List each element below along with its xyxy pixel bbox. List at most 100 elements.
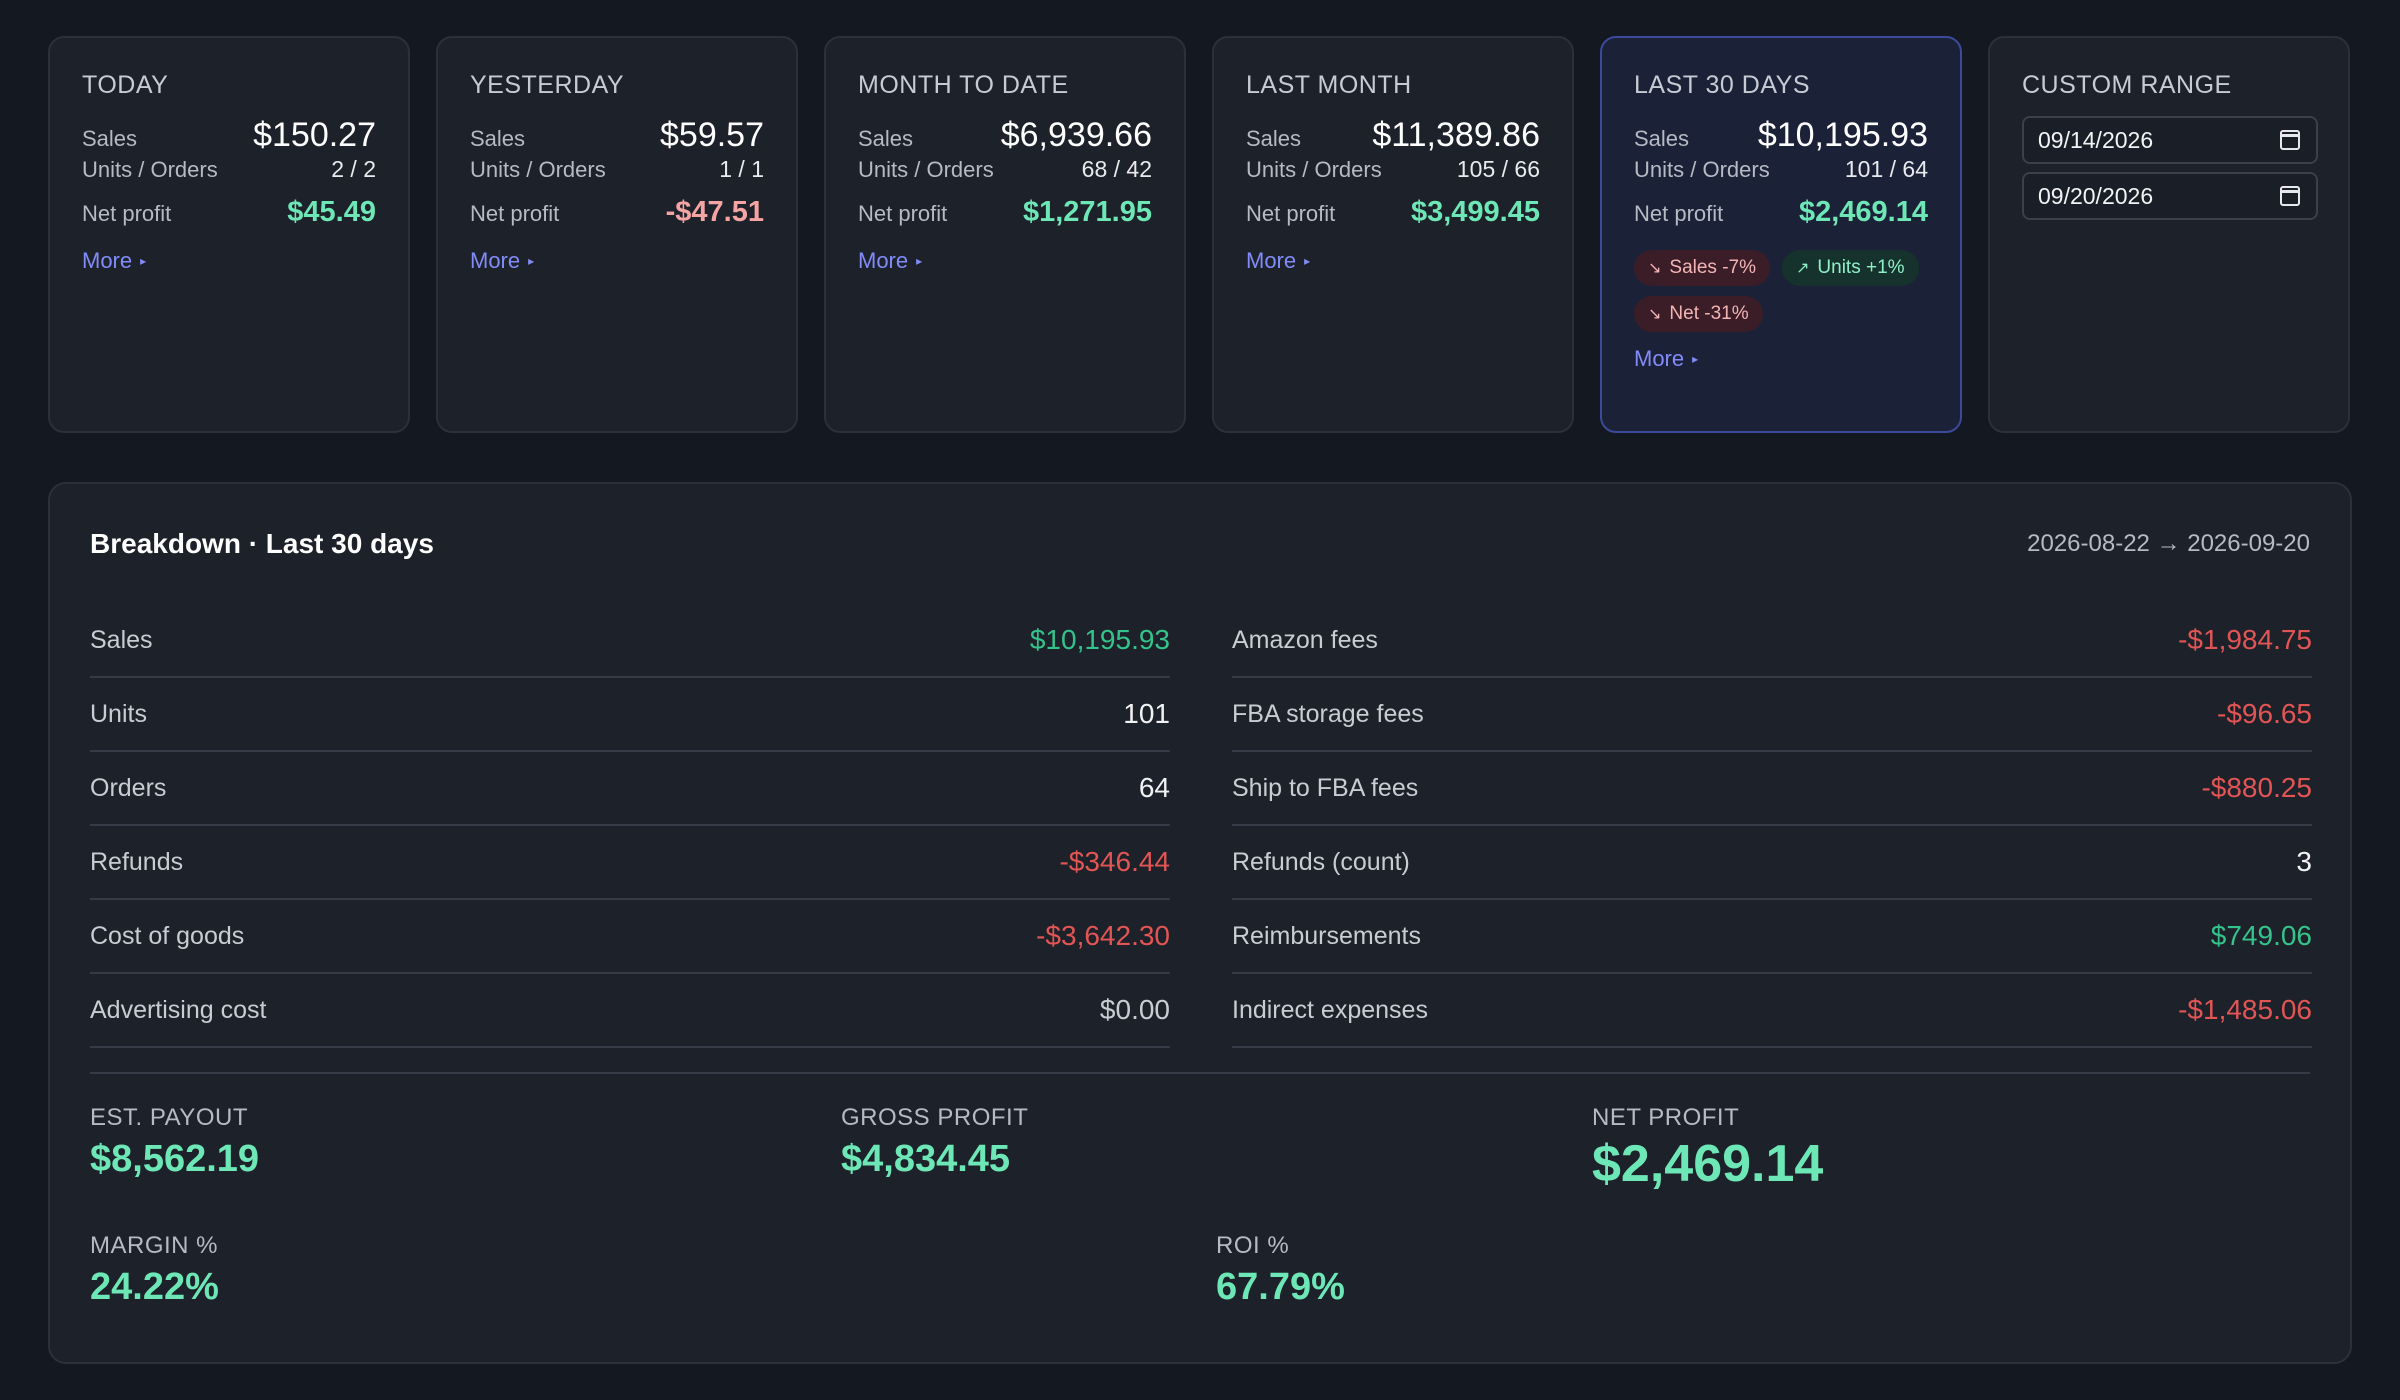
more-link[interactable]: More ▸ — [1634, 346, 1698, 372]
net-profit-row: Net profit $3,499.45 — [1246, 196, 1540, 240]
net-profit-label: Net profit — [82, 201, 172, 226]
breakdown-title: Breakdown · Last 30 days — [90, 528, 434, 559]
net-profit-value: $3,499.45 — [1410, 196, 1540, 228]
sales-value: $11,389.86 — [1372, 116, 1540, 154]
more-label: More — [1246, 248, 1297, 273]
units-orders-value: 101 / 64 — [1844, 156, 1928, 182]
breakdown-panel: Breakdown · Last 30 days 2026-08-22 → 20… — [48, 482, 2352, 1364]
breakdown-label: Units — [90, 699, 147, 728]
breakdown-row: Cost of goods -$3,642.30 — [90, 900, 1170, 974]
breakdown-value: $749.06 — [2210, 920, 2312, 951]
breakdown-row: Indirect expenses -$1,485.06 — [1232, 974, 2312, 1048]
card-title: CUSTOM RANGE — [2022, 71, 2232, 99]
card-last-month[interactable]: LAST MONTH Sales $11,389.86 Units / Orde… — [1212, 36, 1574, 433]
net-profit-label: Net profit — [1634, 201, 1724, 226]
breakdown-label: Refunds — [90, 847, 184, 876]
units-orders-label: Units / Orders — [1634, 157, 1770, 182]
breakdown-row: Sales $10,195.93 — [90, 604, 1170, 678]
est-payout-value: $8,562.19 — [90, 1138, 260, 1180]
gross-profit-label: GROSS PROFIT — [841, 1104, 1029, 1131]
gross-profit-value: $4,834.45 — [841, 1138, 1011, 1180]
more-label: More — [470, 248, 521, 273]
breakdown-row: Reimbursements $749.06 — [1232, 900, 2312, 974]
more-link[interactable]: More ▸ — [82, 248, 146, 274]
units-orders-value: 68 / 42 — [1081, 156, 1152, 182]
card-yesterday[interactable]: YESTERDAY Sales $59.57 Units / Orders 1 … — [436, 36, 798, 433]
end-date-input[interactable]: 09/20/2026 — [2022, 172, 2318, 220]
net-profit-label: Net profit — [470, 201, 560, 226]
net-profit-value: $45.49 — [287, 196, 376, 228]
sales-value: $150.27 — [253, 116, 376, 154]
card-title: LAST 30 DAYS — [1634, 71, 1810, 99]
caret-right-icon: ▸ — [916, 254, 923, 268]
trend-chip-units: ↗ Units +1% — [1782, 250, 1919, 286]
card-last-30-days[interactable]: LAST 30 DAYS Sales $10,195.93 Units / Or… — [1600, 36, 1962, 433]
breakdown-right-column: Amazon fees -$1,984.75 FBA storage fees … — [1232, 604, 2312, 1048]
breakdown-left-column: Sales $10,195.93 Units 101 Orders 64 Ref… — [90, 604, 1170, 1048]
sales-row: Sales $6,939.66 — [858, 116, 1152, 156]
end-date-value: 09/20/2026 — [2038, 182, 2154, 209]
net-profit-row: Net profit $45.49 — [82, 196, 376, 240]
arrow-up-right-icon: ↗ — [1796, 260, 1810, 277]
net-profit-value: $1,271.95 — [1022, 196, 1152, 228]
more-label: More — [858, 248, 909, 273]
net-profit-value: $2,469.14 — [1798, 196, 1928, 228]
breakdown-row: Refunds -$346.44 — [90, 826, 1170, 900]
more-link[interactable]: More ▸ — [470, 248, 534, 274]
sales-row: Sales $10,195.93 — [1634, 116, 1928, 156]
breakdown-label: FBA storage fees — [1232, 699, 1424, 728]
units-orders-row: Units / Orders 2 / 2 — [82, 156, 376, 196]
breakdown-label: Ship to FBA fees — [1232, 773, 1419, 802]
breakdown-label: Reimbursements — [1232, 921, 1421, 950]
breakdown-value: -$346.44 — [1059, 846, 1170, 877]
sales-row: Sales $11,389.86 — [1246, 116, 1540, 156]
breakdown-row: Ship to FBA fees -$880.25 — [1232, 752, 2312, 826]
sales-label: Sales — [470, 126, 526, 151]
net-profit-label: Net profit — [858, 201, 948, 226]
net-profit-label: NET PROFIT — [1592, 1104, 1740, 1131]
card-month-to-date[interactable]: MONTH TO DATE Sales $6,939.66 Units / Or… — [824, 36, 1186, 433]
caret-right-icon: ▸ — [528, 254, 535, 268]
sales-row: Sales $59.57 — [470, 116, 764, 156]
roi-label: ROI % — [1216, 1232, 1290, 1259]
breakdown-value: -$3,642.30 — [1036, 920, 1170, 951]
more-link[interactable]: More ▸ — [1246, 248, 1310, 274]
breakdown-value: -$1,485.06 — [2178, 994, 2312, 1025]
card-custom-range: CUSTOM RANGE 09/14/2026 09/20/2026 — [1988, 36, 2350, 433]
net-profit-stat: NET PROFIT $2,469.14 — [1592, 1104, 1823, 1194]
card-today[interactable]: TODAY Sales $150.27 Units / Orders 2 / 2… — [48, 36, 410, 433]
breakdown-value: 64 — [1138, 772, 1170, 803]
margin-label: MARGIN % — [90, 1232, 219, 1259]
roi-value: 67.79% — [1216, 1266, 1345, 1308]
caret-right-icon: ▸ — [1304, 254, 1311, 268]
breakdown-row: Units 101 — [90, 678, 1170, 752]
trend-chip-label: Sales -7% — [1669, 257, 1757, 278]
card-title: MONTH TO DATE — [858, 71, 1069, 99]
units-orders-row: Units / Orders 101 / 64 — [1634, 156, 1928, 196]
net-profit-label: Net profit — [1246, 201, 1336, 226]
breakdown-value: 3 — [2296, 846, 2312, 877]
gross-profit-stat: GROSS PROFIT $4,834.45 — [841, 1104, 1028, 1181]
sales-label: Sales — [1634, 126, 1690, 151]
calendar-icon[interactable] — [2280, 130, 2300, 150]
units-orders-label: Units / Orders — [82, 157, 218, 182]
net-profit-row: Net profit -$47.51 — [470, 196, 764, 240]
breakdown-label: Indirect expenses — [1232, 995, 1428, 1024]
card-title: TODAY — [82, 71, 169, 99]
trend-chip-label: Units +1% — [1817, 257, 1905, 278]
breakdown-label: Advertising cost — [90, 995, 267, 1024]
sales-value: $6,939.66 — [1000, 116, 1152, 154]
sales-label: Sales — [858, 126, 914, 151]
breakdown-row: Advertising cost $0.00 — [90, 974, 1170, 1048]
calendar-icon[interactable] — [2280, 186, 2300, 206]
trend-chips: ↘ Sales -7% ↗ Units +1% ↘ Net -31% — [1634, 250, 1934, 332]
start-date-input[interactable]: 09/14/2026 — [2022, 116, 2318, 164]
units-orders-row: Units / Orders 68 / 42 — [858, 156, 1152, 196]
sales-label: Sales — [82, 126, 138, 151]
breakdown-row: Orders 64 — [90, 752, 1170, 826]
more-link[interactable]: More ▸ — [858, 248, 922, 274]
breakdown-value: -$880.25 — [2201, 772, 2312, 803]
units-orders-label: Units / Orders — [1246, 157, 1382, 182]
breakdown-label: Amazon fees — [1232, 625, 1378, 654]
